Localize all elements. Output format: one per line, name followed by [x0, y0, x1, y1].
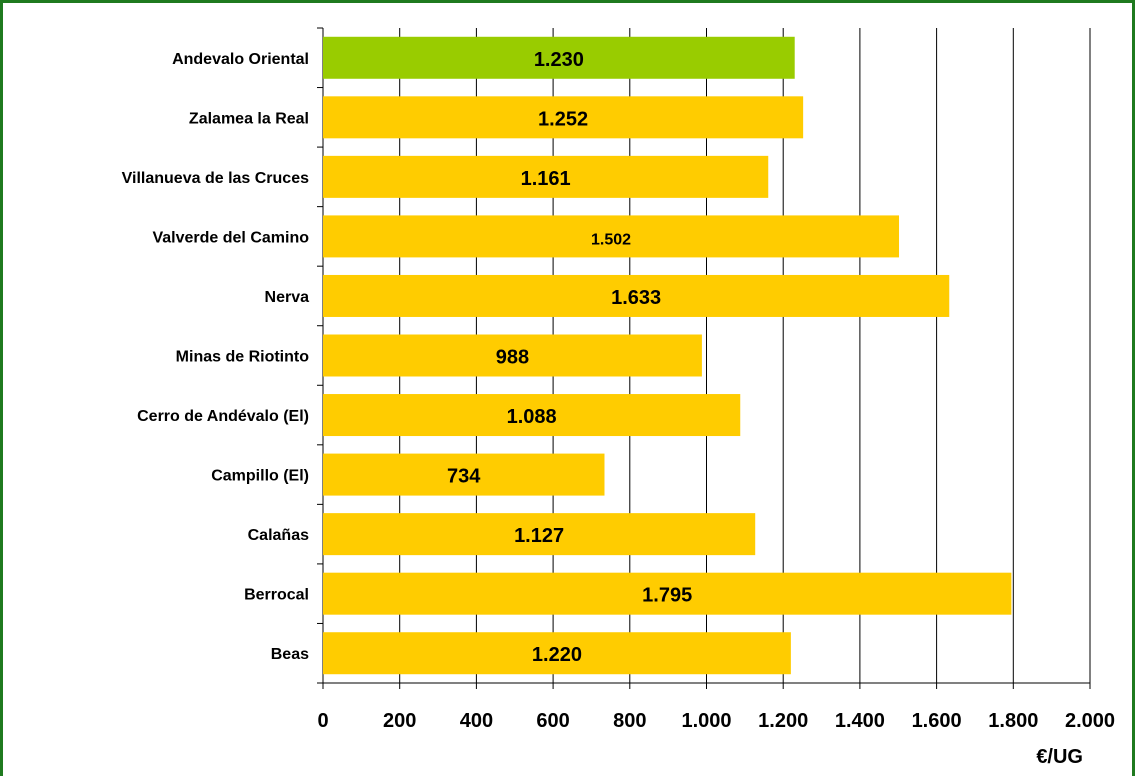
- value-labels: 1.230 1.252 1.161 1.502 1.633 988 1.088 734 1.12…: [447, 49, 692, 666]
- x-tick-label: 800: [613, 710, 646, 732]
- data-label: 988: [496, 347, 529, 369]
- x-axis-unit-label: €/UG: [1036, 746, 1083, 768]
- bar: [323, 274, 950, 317]
- category-label: Villanueva de las Cruces: [122, 170, 309, 187]
- data-label: 1.127: [514, 525, 564, 547]
- x-tick-label: 1.200: [758, 710, 808, 732]
- data-label: 1.633: [611, 287, 661, 309]
- category-label: Beas: [271, 646, 309, 663]
- data-label: 1.161: [521, 168, 571, 190]
- category-label: Andevalo Oriental: [172, 51, 309, 68]
- category-label: Calañas: [248, 527, 309, 544]
- category-label: Cerro de Andévalo (El): [137, 408, 309, 425]
- bar: [323, 632, 791, 675]
- bar: [323, 155, 769, 198]
- bar: [323, 394, 741, 437]
- x-tick-labels: 0 200 400 600 800 1.000 1.200 1.400 1.600 1.800 2.…: [317, 710, 1115, 732]
- x-tick-label: 1.600: [912, 710, 962, 732]
- x-tick-label: 1.000: [681, 710, 731, 732]
- x-tick-label: 1.800: [988, 710, 1038, 732]
- x-tick-label: 600: [536, 710, 569, 732]
- bars: [323, 36, 1012, 675]
- data-label: 1.220: [532, 644, 582, 666]
- category-labels: Andevalo Oriental Zalamea la Real Villanue…: [122, 51, 310, 663]
- bar: [323, 96, 804, 139]
- category-label: Minas de Riotinto: [176, 349, 310, 366]
- category-label: Campillo (El): [211, 468, 309, 485]
- data-label: 1.088: [507, 406, 557, 428]
- x-tick-label: 400: [460, 710, 493, 732]
- category-label: Berrocal: [244, 587, 309, 604]
- data-label: 1.795: [642, 585, 692, 607]
- bar: [323, 453, 605, 496]
- data-label: 1.502: [591, 231, 631, 248]
- bar: [323, 334, 702, 377]
- x-tick-label: 1.400: [835, 710, 885, 732]
- data-label: 1.230: [534, 49, 584, 71]
- data-label: 1.252: [538, 108, 588, 130]
- category-label: Zalamea la Real: [189, 110, 309, 127]
- x-tick-label: 0: [317, 710, 328, 732]
- bar-chart: Andevalo Oriental Zalamea la Real Villanue…: [122, 27, 1115, 768]
- bar: [323, 36, 795, 79]
- x-tick-label: 200: [383, 710, 416, 732]
- bar: [323, 215, 900, 258]
- category-label: Valverde del Camino: [152, 229, 309, 246]
- bar: [323, 572, 1012, 615]
- data-label: 734: [447, 466, 481, 488]
- x-tick-label: 2.000: [1065, 710, 1115, 732]
- category-label: Nerva: [265, 289, 310, 306]
- bar: [323, 513, 756, 556]
